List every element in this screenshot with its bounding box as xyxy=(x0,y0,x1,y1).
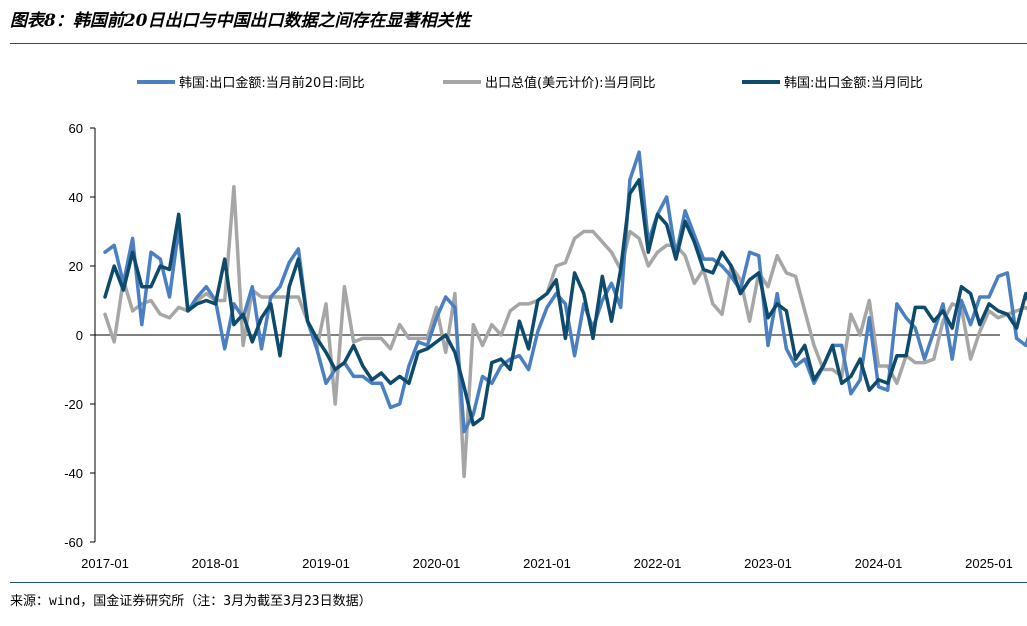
line-chart: 韩国:出口金额:当月前20日:同比 出口总值(美元计价):当月同比 韩国:出口金额:… xyxy=(64,75,1027,571)
series-line-1 xyxy=(103,150,1027,434)
title-rule xyxy=(10,43,1027,44)
axes: 60 40 20 0 -20 -40 -60 2017-01 2018-01 2019-01 202… xyxy=(64,121,1013,571)
x-tick-label: 2022-01 xyxy=(634,556,682,571)
x-tick-label: 2025-01 xyxy=(965,556,1013,571)
x-tick-label: 2024-01 xyxy=(855,556,903,571)
footer-rule xyxy=(10,582,1027,583)
x-tick-label: 2021-01 xyxy=(523,556,571,571)
y-tick-label: -60 xyxy=(64,535,83,550)
y-tick-label: 60 xyxy=(69,121,83,136)
x-tick-label: 2018-01 xyxy=(192,556,240,571)
x-tick-label: 2019-01 xyxy=(302,556,350,571)
figure-title: 图表8：韩国前20日出口与中国出口数据之间存在显著相关性 xyxy=(10,11,471,31)
series-group xyxy=(103,150,1027,479)
legend-label: 出口总值(美元计价):当月同比 xyxy=(485,75,656,91)
y-tick-label: -40 xyxy=(64,466,83,481)
y-tick-label: -20 xyxy=(64,397,83,412)
x-tick-label: 2017-01 xyxy=(81,556,129,571)
y-tick-label: 40 xyxy=(69,190,83,205)
x-tick-label: 2023-01 xyxy=(744,556,792,571)
legend: 韩国:出口金额:当月前20日:同比 出口总值(美元计价):当月同比 韩国:出口金额:… xyxy=(137,75,923,91)
y-tick-label: 0 xyxy=(76,328,83,343)
series-line-2 xyxy=(103,184,1027,479)
source-note: 来源：wind，国金证券研究所（注：3月为截至3月23日数据） xyxy=(10,594,372,609)
series-line-3 xyxy=(103,178,1027,427)
legend-label: 韩国:出口金额:当月同比 xyxy=(784,75,923,91)
x-tick-label: 2020-01 xyxy=(413,556,461,571)
y-tick-label: 20 xyxy=(69,259,83,274)
legend-label: 韩国:出口金额:当月前20日:同比 xyxy=(179,75,365,91)
